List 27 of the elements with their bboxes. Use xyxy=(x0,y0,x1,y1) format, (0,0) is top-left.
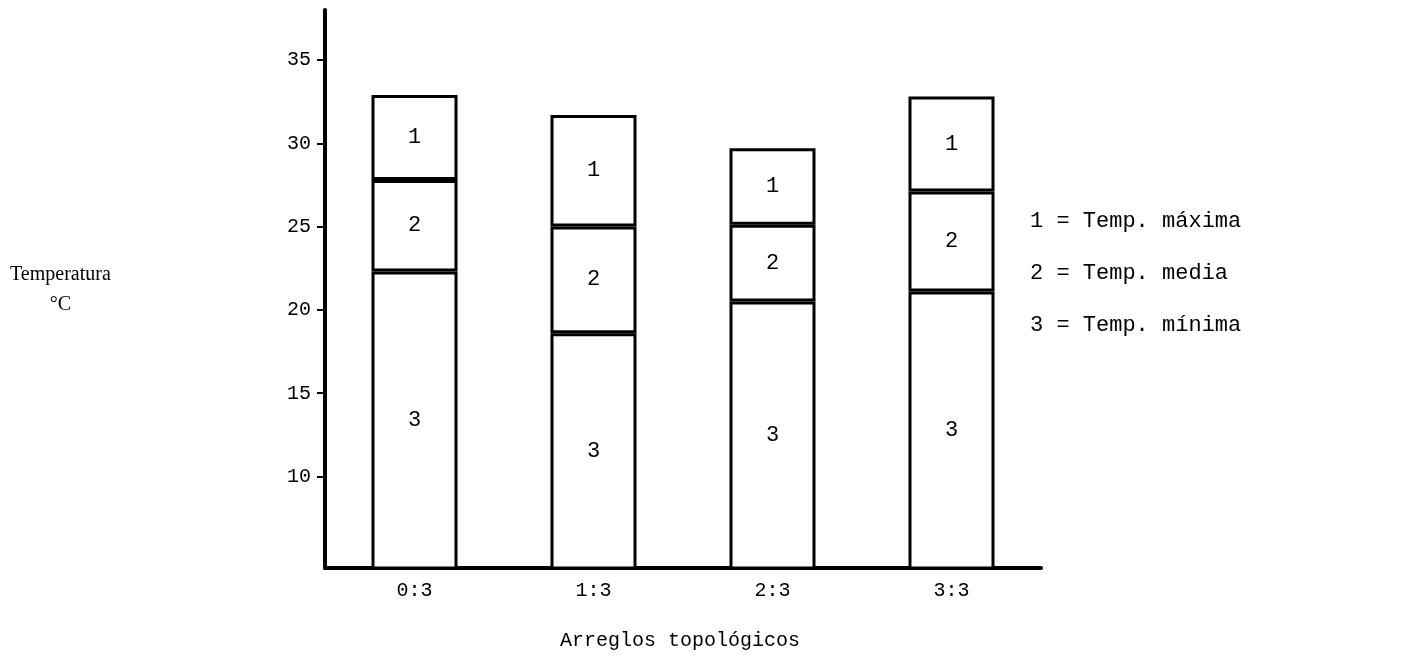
y-tick-label: 15 xyxy=(286,381,311,405)
series-label: 3 xyxy=(407,408,422,434)
text: 1 xyxy=(407,124,422,150)
y-tick-label: 35 xyxy=(286,48,311,72)
annotation: 3 = Temp. mínima xyxy=(1030,312,1242,338)
text: 2 xyxy=(407,213,422,239)
annotation: 1 = Temp. máxima xyxy=(1030,208,1242,234)
text: 3 xyxy=(765,423,780,448)
text: 2 xyxy=(944,229,959,255)
x-tick-label: 3:3 xyxy=(933,578,970,602)
series-label: 2 xyxy=(765,250,780,276)
text: Temperatura °C xyxy=(10,262,111,314)
series-label: 1 xyxy=(765,174,780,200)
y-tick-label: 20 xyxy=(286,298,311,322)
y-tick-label: 10 xyxy=(286,464,311,488)
x-axis-title: Arreglos topológicos xyxy=(560,628,801,652)
y-tick-label: 30 xyxy=(286,131,311,155)
text: 3 xyxy=(586,438,601,464)
text: 1 xyxy=(586,158,601,184)
text: 1 xyxy=(944,131,959,157)
annotation: 2 = Temp. media xyxy=(1030,260,1229,286)
y-tick-label: 25 xyxy=(286,215,311,239)
x-tick-label: 0:3 xyxy=(396,578,433,602)
x-tick-label: 2:3 xyxy=(754,578,791,602)
text: 3 xyxy=(944,418,959,443)
x-tick-label: 1:3 xyxy=(575,578,612,602)
text: 2 xyxy=(586,267,601,293)
